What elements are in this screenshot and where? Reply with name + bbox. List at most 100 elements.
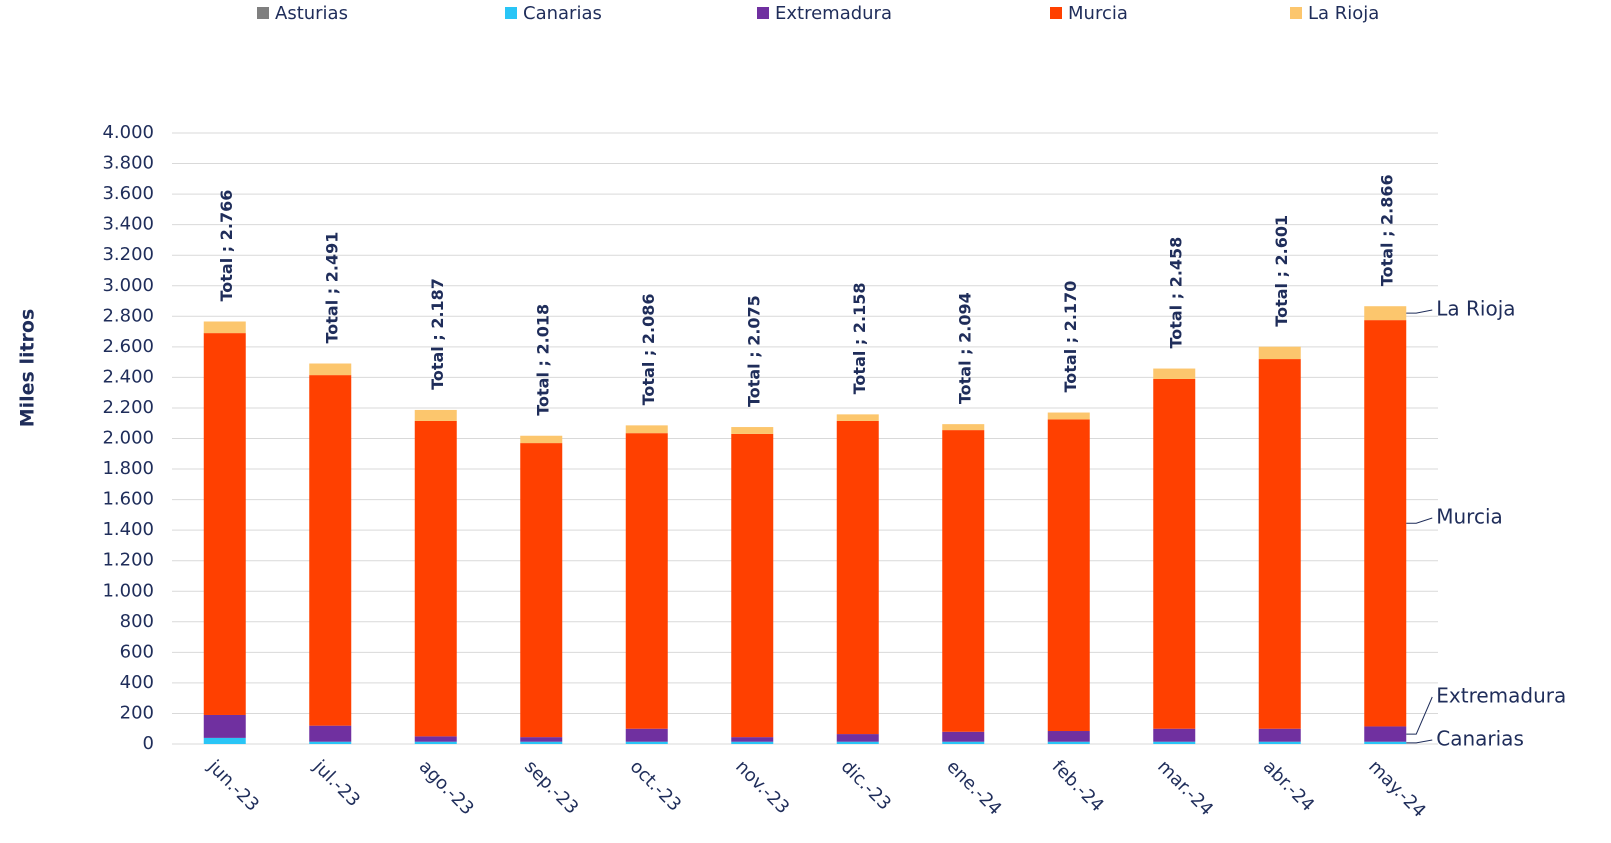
leader-line	[1406, 739, 1433, 744]
bar-segment	[1153, 378, 1196, 729]
legend-label: Asturias	[275, 3, 348, 24]
bar-segment	[414, 409, 457, 421]
legend-swatch	[1290, 7, 1302, 19]
x-tick-label: sep.-23	[520, 756, 582, 818]
y-tick-label: 3.800	[102, 153, 154, 174]
leader-line	[1406, 517, 1433, 524]
bar-segment	[1047, 419, 1090, 732]
total-label: Total ; 2.601	[1272, 215, 1291, 327]
bar-segment	[309, 725, 352, 742]
bar-segment	[203, 321, 246, 334]
y-tick-label: 2.400	[102, 366, 154, 387]
bar-segment	[414, 741, 457, 744]
bar-segment	[625, 728, 668, 742]
bar-segment	[731, 741, 774, 744]
y-tick-label: 1.600	[102, 489, 154, 510]
bar-segment	[1258, 728, 1301, 742]
bar-segment	[1153, 368, 1196, 379]
x-tick-label: abr.-24	[1259, 756, 1319, 816]
x-tick-label: mar.-24	[1153, 756, 1217, 820]
total-label: Total ; 2.075	[745, 295, 764, 407]
legend-swatch	[1050, 7, 1062, 19]
bar-segment	[731, 433, 774, 738]
bar-segment	[836, 420, 879, 735]
total-label: Total ; 2.866	[1378, 174, 1397, 286]
y-tick-label: 400	[120, 672, 154, 693]
bar-segment	[1153, 741, 1196, 744]
total-label: Total ; 2.094	[956, 292, 975, 404]
bar-segment	[309, 375, 352, 726]
bar-segment	[203, 333, 246, 715]
total-label: Total ; 2.018	[534, 304, 553, 416]
end-label: La Rioja	[1436, 297, 1515, 321]
y-tick-label: 2.800	[102, 305, 154, 326]
legend-swatch	[757, 7, 769, 19]
y-tick-label: 800	[120, 611, 154, 632]
y-tick-label: 1.800	[102, 458, 154, 479]
y-tick-label: 1.200	[102, 550, 154, 571]
bar-segment	[309, 363, 352, 376]
x-tick-label: may.-24	[1364, 756, 1430, 822]
end-label: Murcia	[1436, 505, 1503, 529]
bar-segment	[836, 414, 879, 421]
bar-segment	[1364, 306, 1407, 321]
x-tick-label: feb.-24	[1048, 756, 1108, 816]
bar-segment	[836, 734, 879, 742]
bar-segment	[942, 741, 985, 744]
y-tick-label: 200	[120, 702, 154, 723]
bar-segment	[1047, 731, 1090, 742]
legend-label: Canarias	[523, 3, 602, 24]
bar-segment	[414, 736, 457, 742]
bar-segment	[836, 741, 879, 744]
bar-segment	[414, 420, 457, 737]
bar-segment	[1258, 359, 1301, 729]
bar-segment	[942, 424, 985, 431]
y-tick-label: 2.000	[102, 428, 154, 449]
total-label: Total ; 2.458	[1167, 237, 1186, 349]
bar-segment	[309, 741, 352, 744]
x-tick-label: dic.-23	[837, 756, 895, 814]
bar-segment	[520, 435, 563, 444]
legend-swatch	[257, 7, 269, 19]
legend-label: La Rioja	[1308, 3, 1379, 24]
y-tick-label: 2.200	[102, 397, 154, 418]
bar-segment	[731, 427, 774, 434]
y-axis-label: Miles litros	[17, 309, 39, 428]
y-tick-label: 3.000	[102, 275, 154, 296]
x-tick-label: ago.-23	[415, 756, 478, 819]
y-tick-label: 1.000	[102, 580, 154, 601]
legend-label: Murcia	[1068, 3, 1128, 24]
bar-segment	[520, 443, 563, 738]
end-label: Canarias	[1436, 727, 1524, 751]
leader-line	[1406, 696, 1433, 735]
total-label: Total ; 2.491	[323, 232, 342, 344]
x-tick-label: nov.-23	[731, 756, 793, 818]
x-tick-label: ene.-24	[942, 756, 1005, 819]
end-label: Extremadura	[1436, 684, 1566, 708]
total-label: Total ; 2.158	[850, 283, 869, 395]
x-tick-label: oct.-23	[626, 756, 685, 815]
bar-segment	[1364, 741, 1407, 744]
y-tick-label: 1.400	[102, 519, 154, 540]
y-tick-label: 4.000	[102, 122, 154, 143]
bar-segment	[625, 741, 668, 744]
x-tick-label: jun.-23	[203, 756, 263, 816]
y-tick-label: 3.400	[102, 214, 154, 235]
bar-segment	[520, 737, 563, 742]
total-label: Total ; 2.170	[1061, 281, 1080, 393]
legend-label: Extremadura	[775, 3, 892, 24]
bar-segment	[1047, 741, 1090, 744]
bar-segment	[625, 425, 668, 434]
y-tick-label: 2.600	[102, 336, 154, 357]
leader-line	[1406, 309, 1433, 314]
bar-segment	[1258, 346, 1301, 360]
bar-segment	[1153, 728, 1196, 742]
bar-segment	[625, 433, 668, 729]
bar-segment	[203, 714, 246, 738]
y-tick-label: 0	[143, 733, 154, 754]
y-tick-label: 3.600	[102, 183, 154, 204]
bar-segment	[942, 731, 985, 742]
bar-segment	[1047, 412, 1090, 420]
